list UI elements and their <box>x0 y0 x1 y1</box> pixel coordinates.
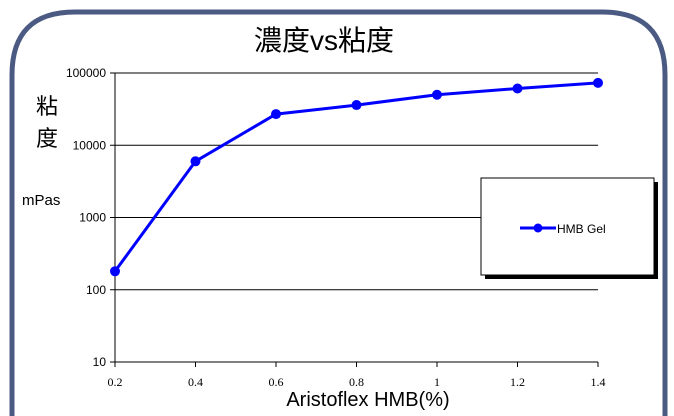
x-tick-label: 1 <box>434 375 440 389</box>
grid-layer <box>115 72 598 291</box>
y-axis-unit: mPas <box>22 192 60 209</box>
series-layer <box>110 77 603 277</box>
tick-label-layer: 10 100 1000 10000 100000 0.2 0.4 0.6 0.8 1 1.2 1.4 <box>66 66 606 389</box>
x-tick-label: 0.4 <box>188 375 203 389</box>
y-tick-label: 100000 <box>66 66 106 80</box>
data-point <box>110 266 120 277</box>
legend-label: HMB Gel <box>557 222 606 236</box>
legend: HMB Gel <box>480 177 658 279</box>
axis-layer <box>110 72 599 367</box>
data-point <box>593 77 603 88</box>
data-point <box>512 83 523 94</box>
y-tick-label: 1000 <box>79 211 106 225</box>
x-tick-label: 1.2 <box>510 375 525 389</box>
x-axis-label: Aristoflex HMB(%) <box>286 389 449 411</box>
y-tick-label: 10000 <box>73 138 107 152</box>
legend-marker-swatch <box>533 223 543 233</box>
y-tick-label: 100 <box>86 283 106 297</box>
legend-box <box>480 177 655 276</box>
x-tick-label: 0.6 <box>269 375 284 389</box>
x-tick-label: 0.8 <box>349 375 364 389</box>
data-point <box>271 109 281 120</box>
chart-title: 濃度vs粘度 <box>254 25 394 56</box>
data-point <box>351 100 362 111</box>
data-point <box>190 156 201 167</box>
chart-frame <box>9 9 668 416</box>
y-axis-label-char-1: 粘 <box>36 94 58 119</box>
y-tick-label: 10 <box>93 355 107 369</box>
x-tick-label: 0.2 <box>108 375 123 389</box>
data-point <box>432 89 442 100</box>
x-tick-label: 1.4 <box>591 375 606 389</box>
y-axis-label-char-2: 度 <box>36 126 58 151</box>
